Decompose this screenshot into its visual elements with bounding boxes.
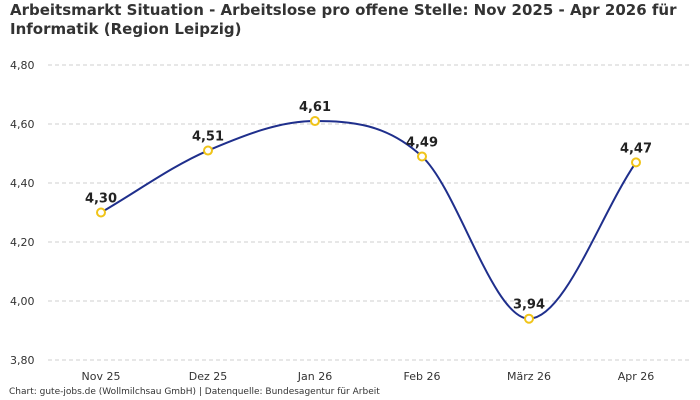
x-tick-label: Jan 26 <box>297 370 332 383</box>
y-tick-label: 4,40 <box>10 177 35 190</box>
data-point <box>417 151 427 162</box>
data-label: 4,30 <box>85 192 117 207</box>
x-tick-label: Apr 26 <box>618 370 655 383</box>
x-tick-label: März 26 <box>507 370 551 383</box>
data-label: 4,49 <box>406 135 438 150</box>
x-tick-label: Dez 25 <box>189 370 228 383</box>
data-point <box>96 207 106 218</box>
data-point <box>310 116 320 127</box>
data-points <box>96 116 641 324</box>
data-label: 4,47 <box>620 141 652 156</box>
chart-title: Arbeitsmarkt Situation - Arbeitslose pro… <box>10 1 677 38</box>
x-tick-label: Nov 25 <box>82 370 121 383</box>
data-point <box>524 313 534 324</box>
grid-lines <box>48 64 690 361</box>
y-tick-label: 4,00 <box>10 295 35 308</box>
data-labels: 4,30 4,51 4,61 4,49 3,94 4,47 <box>85 100 652 313</box>
series-line <box>100 120 637 320</box>
y-tick-label: 3,80 <box>10 354 35 367</box>
data-point <box>203 145 213 156</box>
data-label: 4,61 <box>299 100 331 115</box>
chart-footer: Chart: gute-jobs.de (Wollmilchsau GmbH) … <box>9 387 380 397</box>
x-axis-tick-labels: Nov 25 Dez 25 Jan 26 Feb 26 März 26 Apr 26 <box>82 370 655 383</box>
y-tick-label: 4,80 <box>10 59 35 72</box>
data-label: 4,51 <box>192 130 224 145</box>
y-tick-label: 4,20 <box>10 236 35 249</box>
data-point <box>631 157 641 168</box>
data-label: 3,94 <box>513 298 545 313</box>
y-axis-tick-labels: 3,80 4,00 4,20 4,40 4,60 4,80 <box>10 59 35 367</box>
y-tick-label: 4,60 <box>10 118 35 131</box>
x-tick-label: Feb 26 <box>404 370 441 383</box>
